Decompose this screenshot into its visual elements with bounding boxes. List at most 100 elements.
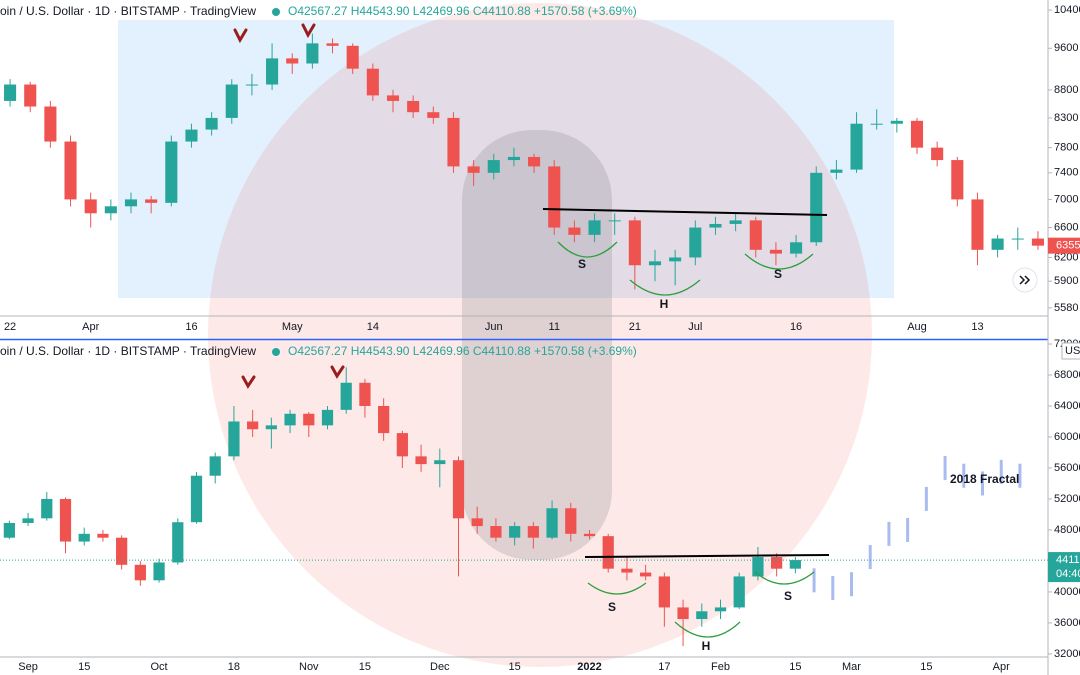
y-tick-label: 8800 (1054, 84, 1078, 96)
candle-body (172, 522, 184, 563)
candle-body (890, 120, 903, 124)
candle-body (689, 227, 702, 258)
candle-body (346, 45, 359, 69)
last-price-label: 6355 (1056, 240, 1080, 252)
candle-body (729, 220, 742, 224)
candle-body (752, 557, 764, 577)
y-tick-label: 40000 (1054, 586, 1080, 598)
candle-body (648, 261, 662, 266)
x-tick-label: 2022 (577, 661, 601, 673)
candle-body (471, 518, 483, 527)
candle-body (588, 220, 601, 235)
candle-body (265, 425, 277, 430)
candle-body (44, 106, 57, 142)
x-tick-label: 16 (790, 321, 802, 333)
x-tick-label: Aug (907, 321, 927, 333)
x-tick-label: 15 (359, 661, 371, 673)
x-tick-label: May (282, 321, 303, 333)
neckline (542, 208, 828, 216)
watermark-circle (208, 3, 872, 667)
candle-body (225, 84, 238, 118)
x-tick-label: 15 (789, 661, 801, 673)
candle-body (850, 123, 863, 170)
y-tick-label: 32000 (1054, 648, 1080, 660)
candle-body (467, 166, 480, 173)
candle-body (910, 120, 924, 148)
candle-body (205, 117, 218, 130)
candle-body (303, 413, 315, 426)
candle-body (971, 199, 984, 250)
candle-body (153, 562, 165, 581)
candle-body (452, 460, 465, 519)
x-tick-label: 15 (78, 661, 90, 673)
candle-body (830, 169, 843, 173)
last-price-tag (1048, 552, 1080, 583)
y-tick-label: 7400 (1054, 167, 1078, 179)
y-tick-label: 64000 (1054, 400, 1080, 412)
x-tick-label: 17 (658, 661, 670, 673)
y-tick-label: 8300 (1054, 112, 1078, 124)
candle-body (658, 576, 670, 608)
candle-body (266, 58, 279, 85)
pattern-arcs (557, 241, 814, 296)
candle-body (771, 557, 783, 569)
x-tick-label: Apr (993, 661, 1010, 673)
candle-body (991, 238, 1004, 250)
arrows (233, 23, 345, 389)
fractal-bar (812, 568, 816, 593)
candle-body (340, 382, 352, 410)
candle-body (84, 199, 97, 214)
candle-body (284, 413, 296, 426)
candle-body (1011, 238, 1024, 240)
candle-body (528, 156, 541, 167)
candle-body (769, 249, 782, 254)
pattern-label: S (608, 600, 616, 614)
x-tick-label: Jun (485, 321, 503, 333)
fractal-bar (906, 517, 910, 542)
candle-body (709, 223, 722, 228)
candle-body (366, 68, 379, 96)
fractal-bar (1018, 463, 1022, 488)
candle-body (790, 242, 803, 254)
candle-body (386, 95, 400, 101)
annotations (233, 23, 1038, 638)
y-tick-label: 6600 (1054, 221, 1078, 233)
y-tick-label: 6200 (1054, 251, 1078, 263)
x-tick-label: 15 (509, 661, 521, 673)
fractal-bar (831, 576, 835, 601)
countdown-label: 04:40 (1056, 568, 1080, 580)
status-dot (272, 8, 280, 16)
candle-body (733, 576, 745, 608)
candle-body (434, 460, 446, 465)
candle-body (677, 607, 689, 620)
y-tick-label: 68000 (1054, 369, 1080, 381)
x-tick-label: 13 (971, 321, 983, 333)
candle-body (22, 518, 34, 523)
x-tick-label: Oct (151, 661, 168, 673)
candle-body (326, 43, 339, 46)
candle-body (1031, 238, 1044, 246)
x-tick-label: Jul (688, 321, 702, 333)
fractal-bar (981, 471, 984, 496)
candle-body (165, 141, 178, 203)
fractal-bar (850, 572, 853, 597)
candle-body (97, 533, 109, 538)
pattern-label: S (784, 589, 792, 603)
candle-body (59, 498, 72, 542)
symbol-title: oin / U.S. Dollar · 1D · BITSTAMP · Trad… (0, 344, 256, 358)
candle-body (247, 421, 259, 430)
pattern-label: H (702, 639, 711, 653)
y-tick-label: 52000 (1054, 493, 1080, 505)
candle-body (190, 475, 203, 523)
x-tick-label: Feb (711, 661, 730, 673)
x-tick-label: 21 (629, 321, 641, 333)
ohlc-readout: O42567.27 H44543.90 L42469.96 C44110.88 … (288, 344, 637, 358)
currency-box (1061, 342, 1080, 360)
candle-body (4, 84, 17, 101)
candle-body (565, 508, 577, 534)
candle-body (810, 172, 823, 243)
symbol-title: oin / U.S. Dollar · 1D · BITSTAMP · Trad… (0, 4, 256, 18)
candle-body (321, 409, 334, 426)
candle-body (749, 220, 762, 250)
